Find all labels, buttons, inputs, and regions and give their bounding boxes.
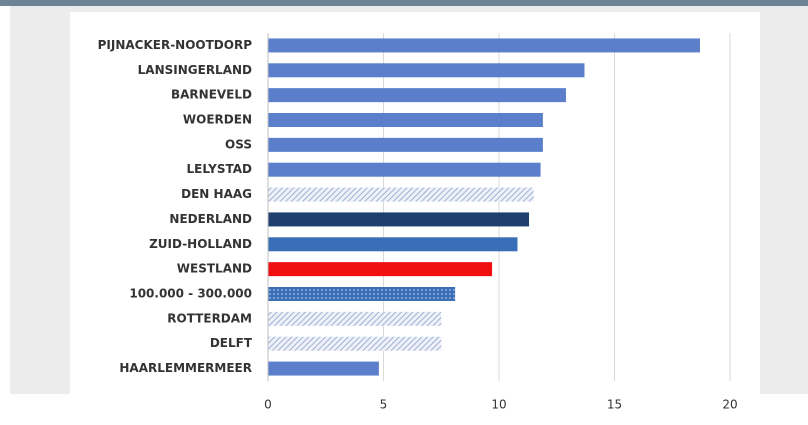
y-tick-label: ROTTERDAM: [167, 311, 252, 325]
y-tick-label: LELYSTAD: [187, 162, 252, 176]
y-tick-label: OSS: [225, 137, 252, 151]
bar: [268, 187, 534, 202]
x-tick-label: 20: [722, 398, 737, 412]
bar: [268, 336, 442, 351]
bar: [268, 361, 379, 376]
bar: [268, 311, 442, 326]
y-tick-label: NEDERLAND: [169, 212, 252, 226]
bar: [268, 63, 585, 78]
bar: [268, 237, 518, 252]
y-tick-label: DELFT: [210, 336, 253, 350]
y-tick-label: WOERDEN: [183, 113, 252, 127]
y-tick-label: PIJNACKER-NOOTDORP: [98, 38, 253, 52]
y-tick-label: DEN HAAG: [181, 187, 252, 201]
bar: [268, 262, 493, 277]
y-tick-label: WESTLAND: [177, 262, 252, 276]
y-tick-label: LANSINGERLAND: [138, 63, 252, 77]
top-bar: [0, 0, 808, 6]
y-tick-label: ZUID-HOLLAND: [149, 237, 252, 251]
x-tick-label: 0: [264, 398, 272, 412]
bar: [268, 287, 456, 301]
bar: [268, 88, 566, 103]
bar: [268, 137, 543, 152]
x-tick-label: 10: [491, 398, 506, 412]
x-tick-label: 15: [607, 398, 622, 412]
y-tick-label: BARNEVELD: [171, 88, 252, 102]
bar: [268, 212, 530, 227]
bar: [268, 113, 543, 127]
x-tick-label: 5: [380, 398, 388, 412]
y-tick-label: HAARLEMMERMEER: [119, 361, 252, 375]
bar: [268, 38, 700, 53]
bar: [268, 162, 541, 177]
y-tick-label: 100.000 - 300.000: [129, 287, 252, 301]
